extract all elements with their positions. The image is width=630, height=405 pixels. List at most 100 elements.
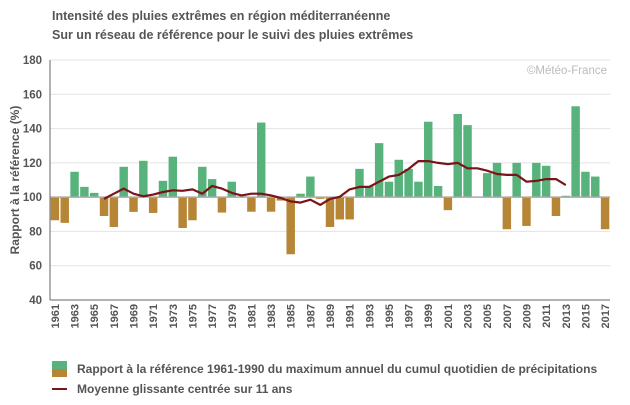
x-tick-label: 2017 <box>600 304 612 328</box>
bar-2001 <box>443 197 453 211</box>
chart-subtitle: Sur un réseau de référence pour le suivi… <box>52 28 414 42</box>
y-tick-label: 160 <box>23 89 42 101</box>
bar-1985 <box>286 197 295 255</box>
moving-average-line <box>103 160 567 206</box>
x-tick-label: 1979 <box>227 304 239 328</box>
bar-2012 <box>551 197 561 216</box>
bar-2009 <box>522 197 531 226</box>
bar-2006 <box>492 162 502 198</box>
x-tick-label: 2003 <box>463 304 475 328</box>
x-tick-label: 1961 <box>50 304 62 328</box>
bar-1992 <box>355 168 364 198</box>
bar-1975 <box>188 197 197 221</box>
bar-1981 <box>247 197 256 212</box>
bar-2008 <box>512 162 521 198</box>
bars <box>50 106 610 255</box>
bar-1967 <box>109 197 119 227</box>
y-tick-label: 40 <box>29 295 42 307</box>
bar-1966 <box>99 197 109 216</box>
x-tick-label: 1969 <box>129 304 141 328</box>
bar-2015 <box>581 171 590 198</box>
bar-1989 <box>325 197 335 227</box>
x-tick-label: 2015 <box>580 304 592 328</box>
legend-item-bars: Rapport à la référence 1961-1990 du maxi… <box>52 360 597 378</box>
bar-1964 <box>80 186 89 198</box>
x-tick-label: 1973 <box>168 304 180 328</box>
y-axis-label: Rapport à la référence (%) <box>8 106 22 255</box>
bar-2014 <box>571 106 580 198</box>
y-tick-label: 120 <box>23 158 42 170</box>
x-tick-label: 1991 <box>345 304 357 328</box>
bar-2005 <box>482 173 492 198</box>
x-tick-label: 1993 <box>364 304 376 328</box>
x-tick-label: 2013 <box>561 304 573 328</box>
bar-1971 <box>148 197 158 213</box>
bar-1965 <box>89 192 99 198</box>
x-tick-label: 1989 <box>325 304 337 328</box>
bar-1977 <box>207 179 217 198</box>
bar-1974 <box>178 197 187 228</box>
x-tick-label: 2005 <box>482 304 494 328</box>
bar-1986 <box>296 193 305 198</box>
bar-1961 <box>50 197 60 221</box>
bar-1990 <box>335 197 345 220</box>
x-tick-label: 1965 <box>89 304 101 328</box>
bar-2007 <box>502 197 512 230</box>
y-tick-label: 100 <box>23 192 42 204</box>
x-tick-label: 1999 <box>423 304 435 328</box>
y-tick-label: 60 <box>29 261 42 273</box>
x-tick-label: 1997 <box>404 304 416 328</box>
y-tick-label: 180 <box>23 55 42 67</box>
x-tick-label: 1987 <box>305 304 317 328</box>
x-tick-label: 1995 <box>384 304 396 328</box>
y-tick-labels: 40 60 80 100 120 140 160 180 <box>23 55 42 307</box>
y-tick-label: 80 <box>29 226 42 238</box>
bar-2011 <box>541 165 551 198</box>
x-tick-label: 1967 <box>109 304 121 328</box>
bar-1999 <box>424 121 433 198</box>
x-tick-label: 1981 <box>246 304 258 328</box>
legend-item-line: Moyenne glissante centrée sur 11 ans <box>52 380 292 398</box>
bar-2003 <box>463 125 472 198</box>
x-tick-label: 2009 <box>522 304 534 328</box>
bar-1993 <box>365 186 374 198</box>
bar-1962 <box>60 197 69 223</box>
credit-text: ©Météo-France <box>527 65 607 77</box>
bar-1982 <box>257 122 266 198</box>
bar-1970 <box>139 160 148 198</box>
chart-title: Intensité des pluies extrêmes en région … <box>52 9 391 23</box>
x-tick-label: 1977 <box>207 304 219 328</box>
x-tick-label: 1975 <box>188 304 200 328</box>
bar-1979 <box>227 181 236 198</box>
x-tick-label: 1971 <box>148 304 160 328</box>
gridlines <box>50 59 610 267</box>
bar-2016 <box>591 176 600 198</box>
x-tick-label: 1985 <box>286 304 298 328</box>
bar-1988 <box>315 197 325 199</box>
y-tick-label: 140 <box>23 124 42 136</box>
bar-1983 <box>266 197 276 212</box>
bar-2002 <box>453 114 462 198</box>
legend-bar-swatch <box>52 361 67 377</box>
bar-1995 <box>384 181 394 198</box>
bar-2000 <box>433 186 443 198</box>
x-tick-label: 2011 <box>541 304 553 328</box>
bar-1994 <box>374 143 384 198</box>
bar-1978 <box>217 197 227 213</box>
axes <box>49 60 610 301</box>
legend-line-swatch <box>52 388 67 390</box>
bar-1972 <box>158 180 168 198</box>
bar-1998 <box>414 181 423 198</box>
x-tick-label: 1983 <box>266 304 278 328</box>
bar-1997 <box>404 168 413 198</box>
x-tick-labels: 1961 1963 1965 1967 1969 1971 1973 1975 1977 1979… <box>50 304 612 328</box>
legend-label-line: Moyenne glissante centrée sur 11 ans <box>77 382 293 396</box>
bar-1991 <box>345 197 354 220</box>
bar-1969 <box>129 197 138 212</box>
bar-1996 <box>394 159 403 198</box>
bar-1963 <box>70 171 79 198</box>
bar-1987 <box>306 176 315 198</box>
bar-1968 <box>119 166 128 198</box>
x-tick-label: 2007 <box>502 304 514 328</box>
